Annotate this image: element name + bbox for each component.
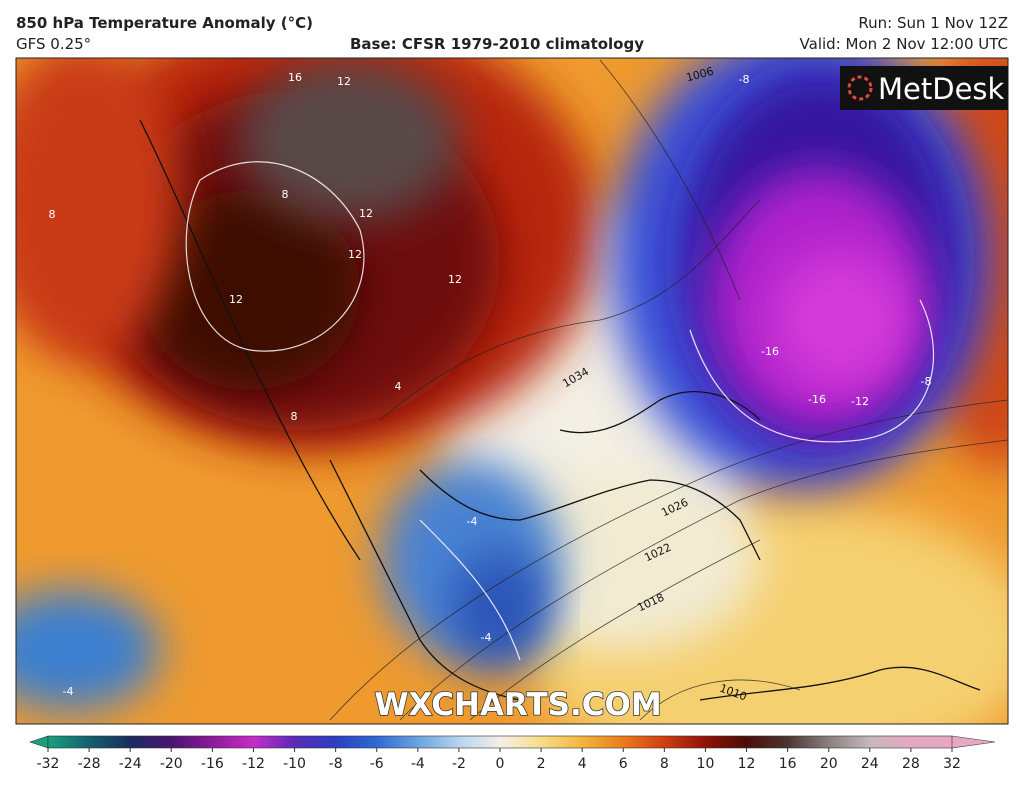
colorbar-tick-label: -4 xyxy=(411,756,425,772)
colorbar-tick-label: 4 xyxy=(578,756,587,772)
colorbar-segment xyxy=(458,736,501,748)
colorbar-segment xyxy=(48,736,90,748)
colorbar-segment xyxy=(910,736,953,748)
logo-text: MetDesk xyxy=(878,72,1005,106)
coastline xyxy=(329,459,521,701)
colorbar-segment xyxy=(294,736,337,748)
colorbar-tick-label: 6 xyxy=(619,756,628,772)
colorbar-tick-label: -6 xyxy=(370,756,384,772)
colorbar-tick-label: -20 xyxy=(160,756,183,772)
contour-label: -12 xyxy=(851,395,869,408)
contour-label: -8 xyxy=(921,375,932,388)
contour-label: -16 xyxy=(761,345,779,358)
isotherm xyxy=(185,161,365,352)
logo-box xyxy=(840,66,1008,110)
colorbar-tick-label: 0 xyxy=(496,756,505,772)
contour-label: 12 xyxy=(348,248,362,261)
colorbar-tick-label: 16 xyxy=(779,756,797,772)
colorbar-tick-label: 28 xyxy=(902,756,920,772)
map xyxy=(16,58,1008,724)
colorbar-tick-label: 32 xyxy=(943,756,961,772)
colorbar-segment xyxy=(253,736,296,748)
watermark: WXCHARTS.COM xyxy=(374,687,661,723)
colorbar: -32 -28 -24 -20 -16 -12 -10 -8 -6 -4 -2 0 2 4 6 8 10 12 16… xyxy=(29,735,996,772)
colorbar-segment xyxy=(212,736,254,748)
contour-label: -4 xyxy=(481,631,492,644)
colorbar-tick-label: -28 xyxy=(78,756,101,772)
contour-label: 8 xyxy=(291,410,298,423)
colorbar-tick-label: 24 xyxy=(861,756,879,772)
colorbar-tick-label: -10 xyxy=(283,756,306,772)
anomaly-region xyxy=(770,250,910,390)
coastline xyxy=(699,666,981,701)
isobar xyxy=(599,59,741,301)
colorbar-segment xyxy=(417,736,460,748)
colorbar-segment xyxy=(171,736,213,748)
colorbar-segment xyxy=(89,736,131,748)
title: 850 hPa Temperature Anomaly (°C) xyxy=(16,14,313,32)
logo-icon xyxy=(847,75,873,101)
colorbar-tick-label: -2 xyxy=(452,756,466,772)
isotherm xyxy=(689,299,934,443)
colorbar-tick-label: -8 xyxy=(329,756,343,772)
colorbar-segment xyxy=(746,736,789,748)
colorbar-arrow-low xyxy=(29,735,49,749)
contour-label: 8 xyxy=(282,188,289,201)
isobar xyxy=(469,539,761,721)
valid: Valid: Mon 2 Nov 12:00 UTC xyxy=(800,35,1008,53)
colorbar-tick-label: 10 xyxy=(697,756,715,772)
colorbar-tick-label: 12 xyxy=(738,756,756,772)
isobar xyxy=(379,199,761,421)
contour-label: -8 xyxy=(739,73,750,86)
colorbar-arrow-high xyxy=(951,735,996,749)
colorbar-segment xyxy=(335,736,378,748)
coastline xyxy=(559,391,761,434)
isobar xyxy=(399,439,1008,721)
colorbar-tick-label: -16 xyxy=(201,756,224,772)
contour-labels: 16 12 8 12 12 8 12 12 8 4 1034 1026 1022… xyxy=(49,65,932,704)
colorbar-tick-label: -12 xyxy=(242,756,265,772)
isotherm xyxy=(419,519,521,661)
colorbar-tick-label: -32 xyxy=(37,756,60,772)
contour-label: -4 xyxy=(63,685,74,698)
isobar xyxy=(639,679,801,721)
colorbar-tick-label: -24 xyxy=(119,756,142,772)
colorbar-segment xyxy=(541,736,583,748)
contour-label: 16 xyxy=(288,71,302,84)
colorbar-tick-label: 20 xyxy=(820,756,838,772)
coastline xyxy=(139,119,361,561)
contour-label: 12 xyxy=(448,273,462,286)
colorbar-tick-label: 8 xyxy=(660,756,669,772)
contour-label: 8 xyxy=(49,208,56,221)
colorbar-segment xyxy=(130,736,172,748)
contour-label: -4 xyxy=(467,515,478,528)
colorbar-segment xyxy=(376,736,419,748)
run: Run: Sun 1 Nov 12Z xyxy=(858,14,1008,32)
contour-label: 12 xyxy=(337,75,351,88)
logo: MetDesk xyxy=(840,66,1008,110)
contour-label: 12 xyxy=(229,293,243,306)
contour-label: 4 xyxy=(395,380,402,393)
map-frame xyxy=(15,57,1009,725)
coastline xyxy=(419,469,761,561)
colorbar-segment xyxy=(500,736,542,748)
anomaly-region xyxy=(16,590,160,710)
anomaly-region xyxy=(240,60,460,220)
colorbar-segment xyxy=(869,736,912,748)
contour-label: 12 xyxy=(359,207,373,220)
contour-label: -16 xyxy=(808,393,826,406)
model: GFS 0.25° xyxy=(16,35,91,53)
colorbar-segment xyxy=(623,736,665,748)
colorbar-segment xyxy=(582,736,624,748)
colorbar-segment xyxy=(705,736,748,748)
colorbar-tick-label: 2 xyxy=(537,756,546,772)
colorbar-segment xyxy=(664,736,706,748)
anomaly-region xyxy=(16,58,180,360)
base: Base: CFSR 1979-2010 climatology xyxy=(350,35,644,53)
colorbar-segment xyxy=(828,736,871,748)
colorbar-segment xyxy=(787,736,830,748)
